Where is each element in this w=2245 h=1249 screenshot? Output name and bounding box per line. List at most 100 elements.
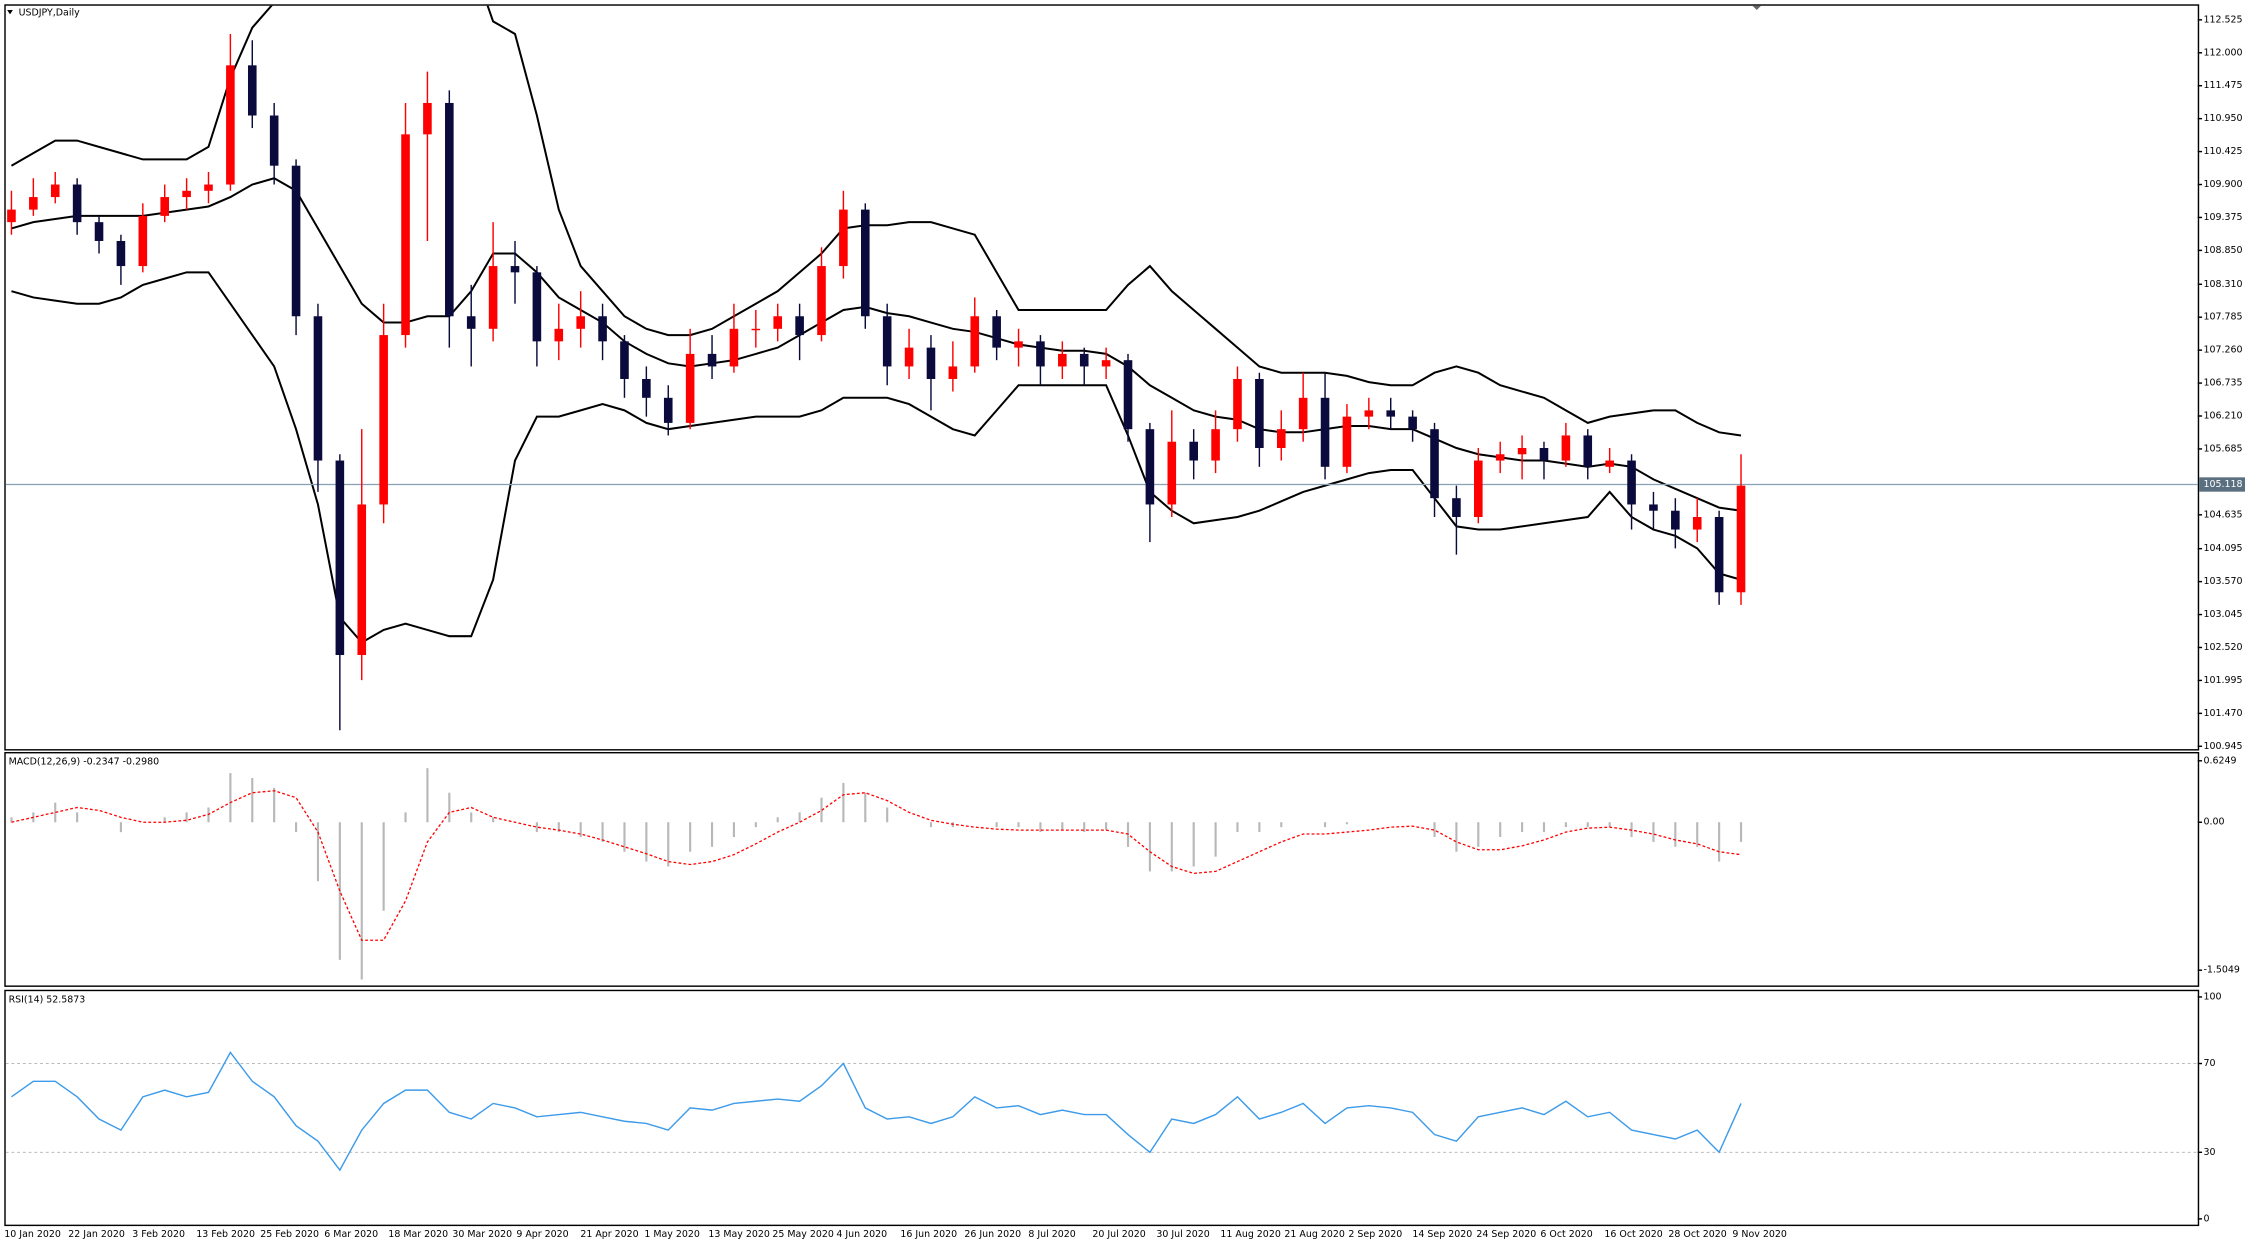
x-tick-label: 13 May 2020 bbox=[708, 1229, 770, 1240]
y-tick-label: 0.6249 bbox=[2203, 755, 2236, 766]
candle-body bbox=[204, 184, 213, 191]
y-tick-label: 103.045 bbox=[2203, 609, 2242, 620]
candle-body bbox=[72, 184, 82, 223]
y-tick-label: -1.5049 bbox=[2203, 965, 2239, 976]
candle-body bbox=[1036, 341, 1045, 367]
candle-body bbox=[839, 209, 848, 267]
y-tick-label: 110.950 bbox=[2203, 113, 2242, 124]
candle-body bbox=[598, 316, 607, 342]
candle-body bbox=[1408, 416, 1417, 430]
candle-body bbox=[751, 328, 761, 331]
y-tick-label: 104.095 bbox=[2203, 543, 2242, 554]
current-price-box bbox=[2199, 477, 2245, 492]
y-tick-label: 110.425 bbox=[2203, 146, 2242, 157]
x-tick-label: 16 Jun 2020 bbox=[900, 1229, 957, 1240]
axes: 112.525 112.000 111.475 110.950 110.425 109.9… bbox=[4, 14, 2245, 1240]
candle-body bbox=[860, 209, 870, 317]
candle-body bbox=[488, 266, 498, 329]
y-tick-label: 109.900 bbox=[2203, 179, 2242, 190]
x-tick-label: 18 Mar 2020 bbox=[388, 1229, 448, 1240]
shift-marker bbox=[1752, 5, 1762, 11]
x-tick-label: 9 Nov 2020 bbox=[1732, 1229, 1786, 1240]
x-tick-label: 22 Jan 2020 bbox=[68, 1229, 125, 1240]
candle-body bbox=[1364, 410, 1374, 417]
y-tick-label: 112.000 bbox=[2203, 47, 2242, 58]
x-tick-label: 20 Jul 2020 bbox=[1092, 1229, 1145, 1240]
y-tick-label: 101.470 bbox=[2203, 708, 2242, 719]
y-tick-label: 109.375 bbox=[2203, 212, 2242, 223]
main-title: USDJPY,Daily bbox=[19, 7, 80, 18]
y-tick-label: 111.475 bbox=[2203, 80, 2242, 91]
candle-body bbox=[1167, 441, 1177, 505]
candle-body bbox=[1298, 397, 1308, 430]
menu-arrow[interactable] bbox=[7, 10, 13, 15]
x-tick-label: 25 Feb 2020 bbox=[260, 1229, 319, 1240]
candle-body bbox=[576, 316, 585, 329]
x-tick-label: 16 Oct 2020 bbox=[1604, 1229, 1662, 1240]
candle-body bbox=[1430, 429, 1439, 499]
x-tick-label: 6 Oct 2020 bbox=[1540, 1229, 1592, 1240]
candle-body bbox=[1058, 353, 1067, 367]
candle-body bbox=[94, 222, 104, 241]
candle-body bbox=[379, 335, 388, 505]
x-tick-label: 9 Apr 2020 bbox=[516, 1229, 568, 1240]
candle-body bbox=[1474, 460, 1483, 518]
candle-body bbox=[948, 366, 958, 379]
candle-body bbox=[247, 65, 257, 116]
y-tick-label: 107.260 bbox=[2203, 345, 2242, 356]
candle-body bbox=[1233, 378, 1242, 430]
candle-body bbox=[226, 65, 235, 185]
candle-body bbox=[401, 134, 410, 336]
y-tick-label: 30 bbox=[2203, 1147, 2215, 1158]
rsi-plot bbox=[5, 1051, 2198, 1172]
y-tick-label: 0 bbox=[2203, 1213, 2209, 1224]
x-tick-label: 4 Jun 2020 bbox=[836, 1229, 887, 1240]
candle-body bbox=[1539, 447, 1549, 461]
candle-body bbox=[116, 240, 126, 267]
rsi-panel bbox=[4, 989, 2200, 1227]
main-plot bbox=[5, 5, 2198, 731]
candle-body bbox=[313, 316, 323, 461]
candle-body bbox=[1452, 498, 1461, 518]
y-tick-label: 70 bbox=[2203, 1058, 2215, 1069]
candle-body bbox=[1079, 353, 1089, 367]
candle-body bbox=[423, 102, 432, 135]
x-tick-label: 21 Apr 2020 bbox=[580, 1229, 638, 1240]
candle-body bbox=[1123, 360, 1133, 430]
candle-body bbox=[510, 266, 520, 273]
y-tick-label: 112.525 bbox=[2203, 14, 2242, 25]
macd-signal-line bbox=[11, 790, 1742, 941]
macd-plot bbox=[10, 768, 1743, 980]
y-tick-label: 106.210 bbox=[2203, 411, 2242, 422]
y-tick-label: 100 bbox=[2203, 991, 2221, 1002]
x-tick-label: 6 Mar 2020 bbox=[324, 1229, 378, 1240]
candle-body bbox=[1145, 429, 1155, 505]
candle-body bbox=[773, 316, 783, 329]
x-tick-label: 11 Aug 2020 bbox=[1220, 1229, 1280, 1240]
candle-body bbox=[291, 165, 301, 317]
candle-body bbox=[1211, 429, 1220, 461]
candle-body bbox=[817, 266, 826, 336]
candle-body bbox=[1517, 447, 1527, 455]
y-tick-label: 102.520 bbox=[2203, 642, 2242, 653]
candle-body bbox=[970, 316, 980, 367]
y-tick-label: 103.570 bbox=[2203, 576, 2242, 587]
candle-body bbox=[50, 184, 60, 198]
x-tick-label: 14 Sep 2020 bbox=[1412, 1229, 1472, 1240]
candle-body bbox=[1736, 485, 1746, 593]
candle-body bbox=[992, 316, 1001, 348]
y-tick-label: 108.850 bbox=[2203, 245, 2242, 256]
candle-body bbox=[1649, 504, 1658, 511]
current-price-label: 105.118 bbox=[2203, 479, 2242, 490]
candle-body bbox=[1627, 460, 1636, 505]
candle-body bbox=[642, 378, 651, 398]
macd-title: MACD(12,26,9) -0.2347 -0.2980 bbox=[9, 757, 160, 768]
candle-body bbox=[1189, 441, 1198, 461]
x-tick-label: 30 Jul 2020 bbox=[1156, 1229, 1209, 1240]
candle-body bbox=[269, 115, 279, 166]
y-tick-label: 107.785 bbox=[2203, 312, 2242, 323]
rsi-title: RSI(14) 52.5873 bbox=[9, 994, 86, 1005]
bollinger-band bbox=[10, 5, 1742, 437]
y-tick-label: 101.995 bbox=[2203, 675, 2242, 686]
